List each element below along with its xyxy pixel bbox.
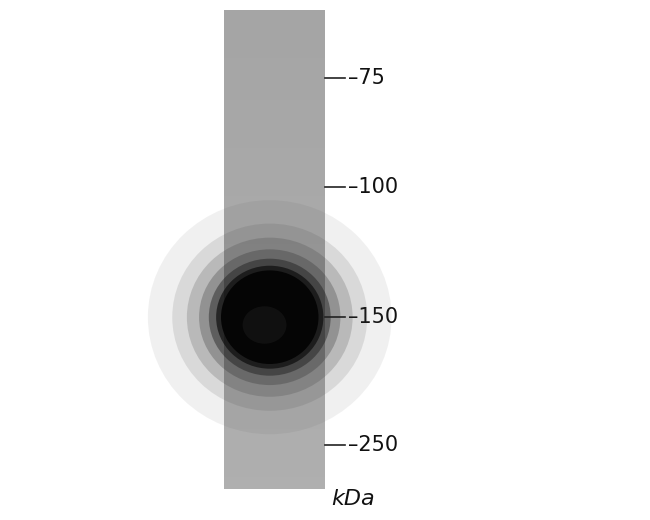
Text: –250: –250 [348,435,398,454]
Bar [224,34,325,41]
Bar [224,213,325,220]
Bar [224,82,325,88]
Bar [224,40,325,46]
Text: –100: –100 [348,177,398,197]
Ellipse shape [148,200,391,434]
Bar [224,363,325,369]
Bar [224,321,325,328]
Bar [224,184,325,190]
Bar [224,459,325,465]
Bar [224,470,325,477]
Bar [224,350,325,357]
Ellipse shape [199,249,341,385]
Bar [224,261,325,267]
Bar [224,369,325,375]
Bar [224,87,325,94]
Bar [224,374,325,381]
Bar [224,291,325,297]
Bar [224,75,325,82]
Bar [224,153,325,160]
Text: –75: –75 [348,68,385,88]
Ellipse shape [209,258,331,375]
Bar [224,309,325,315]
Bar [224,189,325,196]
Bar [224,46,325,52]
Bar [224,225,325,232]
Bar [224,273,325,280]
Bar [224,243,325,250]
Bar [224,28,325,34]
Ellipse shape [187,238,352,397]
Bar [224,255,325,262]
Bar [224,440,325,447]
Bar [224,464,325,471]
Bar [224,129,325,136]
Bar [224,285,325,291]
Bar [224,201,325,207]
Bar [224,112,325,118]
Bar [224,452,325,459]
Bar [224,303,325,309]
Bar [224,398,325,405]
Bar [224,483,325,489]
Bar [224,333,325,340]
Bar [224,387,325,393]
Bar [224,135,325,142]
Bar [224,63,325,70]
Bar [224,99,325,106]
Bar [224,177,325,184]
Bar [224,207,325,214]
Bar [224,279,325,285]
Bar [224,106,325,112]
Bar [224,315,325,321]
Bar [224,94,325,100]
Bar [224,428,325,435]
Bar [224,58,325,64]
Bar [224,70,325,76]
Bar [224,297,325,304]
Bar [224,123,325,130]
Bar [224,237,325,243]
Bar [224,148,325,154]
Bar [224,118,325,124]
Bar [224,405,325,411]
Bar [224,327,325,333]
Bar [224,435,325,441]
Bar [224,417,325,423]
Bar [224,411,325,417]
Bar [224,267,325,274]
Bar [224,249,325,256]
Bar [224,446,325,453]
Text: kDa: kDa [332,489,375,509]
Bar [224,339,325,345]
Bar [224,195,325,202]
Bar [224,16,325,22]
Bar [224,52,325,58]
Bar [224,231,325,238]
Bar [224,141,325,148]
Ellipse shape [216,266,324,369]
Bar [224,159,325,166]
Ellipse shape [172,224,367,411]
Bar [224,393,325,399]
Bar [224,219,325,226]
Ellipse shape [221,270,318,364]
Bar [224,422,325,429]
Bar [224,172,325,178]
Text: –150: –150 [348,307,398,327]
Bar [224,22,325,28]
Bar [224,165,325,172]
Bar [224,345,325,352]
Bar [224,476,325,483]
Bar [224,381,325,387]
Bar [224,357,325,363]
Ellipse shape [242,306,287,344]
Bar [224,10,325,17]
